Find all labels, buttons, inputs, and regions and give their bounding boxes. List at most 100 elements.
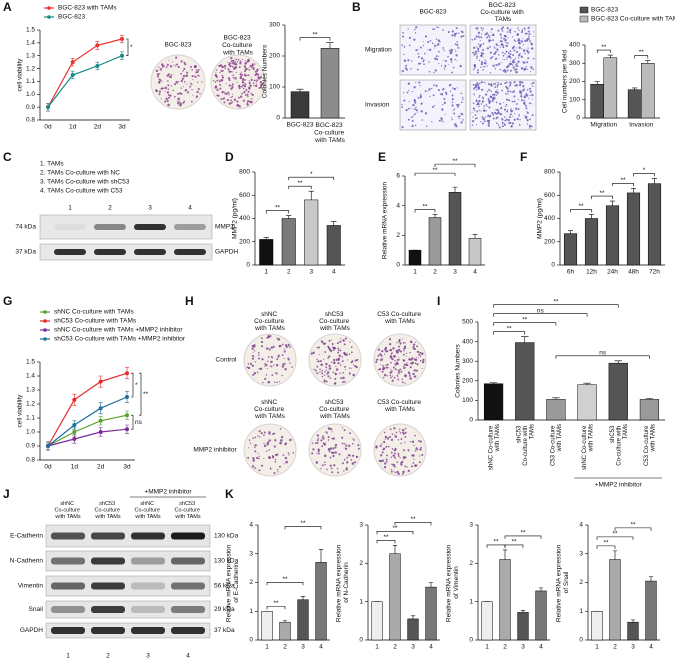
mw-label: 56 kDa <box>214 583 235 590</box>
line <box>47 396 128 447</box>
colony <box>161 66 164 68</box>
lane-header: shNC Co-culture with TAMs <box>54 501 81 520</box>
colony <box>174 83 177 86</box>
colony <box>337 357 341 361</box>
colony <box>350 346 353 348</box>
colony <box>328 364 331 367</box>
colony <box>386 454 389 457</box>
cell <box>449 52 453 55</box>
cell <box>531 103 533 105</box>
cell <box>482 66 484 68</box>
colony <box>253 344 256 347</box>
band <box>174 249 206 255</box>
colony <box>277 356 280 359</box>
cell <box>486 47 490 50</box>
colony <box>352 364 354 366</box>
colony <box>161 64 164 67</box>
colony <box>394 456 397 459</box>
colony <box>285 460 288 464</box>
colony <box>260 73 262 75</box>
colony <box>232 59 235 62</box>
colony <box>216 79 218 82</box>
colony <box>247 58 250 62</box>
colony <box>339 340 342 343</box>
bar <box>641 63 655 119</box>
cell <box>513 118 516 121</box>
cell <box>517 107 520 111</box>
colony <box>244 69 247 73</box>
significance-label: ns <box>135 419 143 426</box>
cell <box>510 62 513 65</box>
cell <box>455 27 458 30</box>
cell <box>528 127 531 129</box>
colony <box>199 93 201 95</box>
cell <box>513 100 516 103</box>
significance-label: ** <box>493 539 499 546</box>
well-image <box>150 54 206 110</box>
colony <box>265 374 268 376</box>
cell <box>496 44 498 46</box>
colony <box>193 65 197 69</box>
cell <box>408 44 411 47</box>
y-tick-label: 1.2 <box>26 65 35 72</box>
colony <box>248 66 250 68</box>
significance-bracket <box>596 536 634 540</box>
cell <box>407 59 410 62</box>
y-axis-label: Colonies Numbers <box>455 344 462 398</box>
bar <box>591 611 603 641</box>
cell <box>497 81 499 84</box>
colony <box>268 449 270 451</box>
cell <box>529 94 531 96</box>
cell <box>490 90 492 92</box>
colony <box>223 64 227 68</box>
significance-bracket <box>266 605 286 610</box>
well-image <box>243 333 297 387</box>
colony <box>413 369 416 372</box>
cell <box>533 35 535 37</box>
colony <box>254 446 256 449</box>
legend-marker <box>47 15 51 19</box>
cell <box>416 68 419 71</box>
point <box>72 437 77 441</box>
cell <box>447 55 449 58</box>
colony <box>252 459 256 462</box>
cell <box>433 28 436 31</box>
significance-label: * <box>130 44 133 51</box>
significance-bracket <box>570 209 592 213</box>
significance-bracket <box>591 195 613 200</box>
colony <box>272 345 275 348</box>
cell <box>502 125 505 128</box>
colony <box>263 458 265 460</box>
cell <box>478 99 481 103</box>
cell <box>453 87 456 91</box>
legend-text: shNC Co-culture with TAMs +MMP2 inhibito… <box>54 327 183 334</box>
colony <box>419 355 422 357</box>
colony <box>401 472 404 475</box>
cell <box>448 49 451 52</box>
cell <box>471 124 474 126</box>
colony <box>250 77 252 79</box>
colony <box>226 98 230 102</box>
blot <box>45 622 211 639</box>
cell <box>526 61 529 64</box>
colony <box>230 96 232 99</box>
colony <box>278 345 281 348</box>
significance-label: ns <box>599 350 607 357</box>
cell <box>423 52 426 55</box>
cell <box>505 103 508 106</box>
band <box>51 627 85 634</box>
colony <box>393 376 396 379</box>
cell <box>433 105 436 107</box>
colony <box>382 376 385 379</box>
colony <box>397 369 400 372</box>
y-axis-label: Relative mRNA expression of Vimentin <box>445 543 460 622</box>
cell <box>517 41 520 44</box>
cell <box>520 93 522 96</box>
cell <box>456 41 459 43</box>
cell <box>456 60 458 62</box>
cell <box>493 93 496 96</box>
colony <box>239 76 242 80</box>
colony <box>219 87 222 90</box>
y-tick-label: 0.9 <box>26 104 35 111</box>
